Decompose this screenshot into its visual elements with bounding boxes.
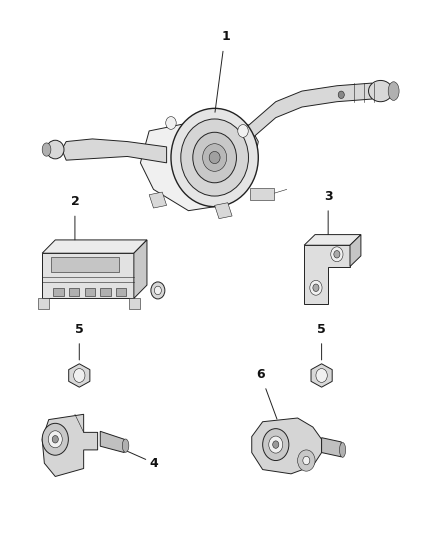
Polygon shape [62,139,166,163]
Circle shape [313,284,319,292]
Ellipse shape [203,144,226,171]
Polygon shape [85,288,95,296]
Circle shape [263,429,289,461]
Circle shape [331,247,343,262]
Circle shape [316,368,327,382]
Polygon shape [69,288,79,296]
Polygon shape [350,235,361,266]
Ellipse shape [388,82,399,100]
Polygon shape [38,298,49,309]
Ellipse shape [171,108,258,207]
Circle shape [334,251,340,258]
Text: 6: 6 [256,368,265,381]
Circle shape [151,282,165,299]
Polygon shape [42,240,147,253]
Polygon shape [100,288,111,296]
Circle shape [52,435,58,443]
Ellipse shape [122,439,129,453]
Polygon shape [304,235,361,245]
Ellipse shape [181,119,248,196]
Ellipse shape [46,140,64,159]
Text: 4: 4 [149,457,158,470]
Circle shape [238,125,248,138]
Ellipse shape [42,143,51,156]
Ellipse shape [193,132,237,183]
Circle shape [297,450,315,471]
Polygon shape [321,438,341,457]
Circle shape [166,117,176,130]
Polygon shape [51,257,119,272]
Circle shape [154,286,161,295]
Text: 2: 2 [71,195,79,208]
Polygon shape [134,240,147,298]
Circle shape [338,91,344,99]
Polygon shape [130,298,141,309]
Polygon shape [141,115,258,211]
Polygon shape [42,414,98,477]
Circle shape [42,423,68,455]
Polygon shape [53,288,64,296]
Circle shape [74,368,85,382]
Circle shape [273,441,279,448]
Polygon shape [245,83,372,144]
Ellipse shape [368,80,392,102]
Ellipse shape [339,442,346,457]
Polygon shape [116,288,127,296]
Text: 5: 5 [317,322,326,336]
Text: 5: 5 [75,322,84,336]
Text: 1: 1 [221,30,230,43]
Circle shape [269,436,283,453]
Polygon shape [304,245,350,304]
Polygon shape [252,418,321,474]
Polygon shape [42,253,134,298]
Circle shape [48,431,62,448]
Polygon shape [311,364,332,387]
Polygon shape [250,188,274,200]
Polygon shape [100,431,124,453]
Text: 3: 3 [324,190,332,203]
Polygon shape [69,364,90,387]
Circle shape [310,280,322,295]
Polygon shape [215,203,232,219]
Circle shape [303,456,310,465]
Polygon shape [149,192,166,208]
Ellipse shape [209,151,220,164]
